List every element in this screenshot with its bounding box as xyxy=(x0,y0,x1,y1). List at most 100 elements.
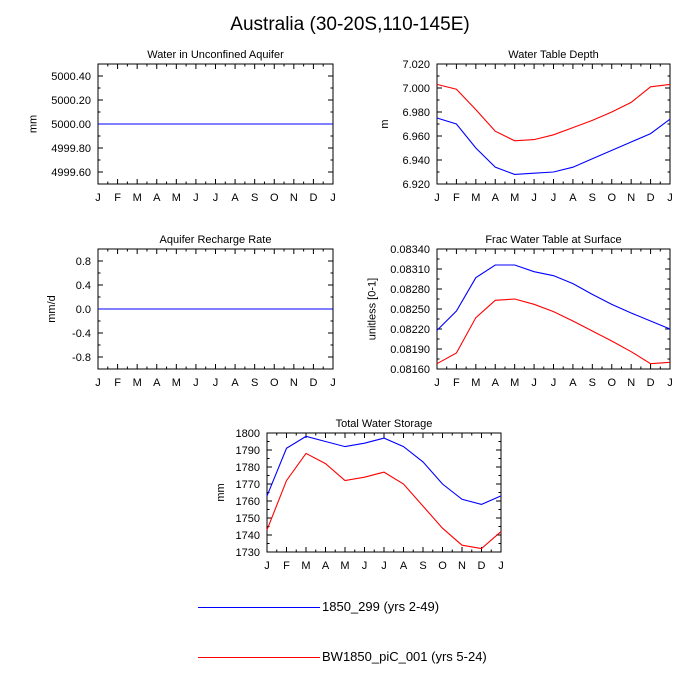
x-tick-label: O xyxy=(607,192,616,204)
y-tick-label: 1760 xyxy=(236,496,260,508)
y-tick-label: 0.8 xyxy=(76,256,91,268)
x-tick-label: A xyxy=(569,192,577,204)
x-tick-label: D xyxy=(647,192,655,204)
x-tick-label: J xyxy=(667,192,673,204)
x-tick-label: J xyxy=(498,560,504,572)
x-tick-label: M xyxy=(133,192,142,204)
x-tick-label: F xyxy=(114,192,121,204)
panel-title: Water in Unconfined Aquifer xyxy=(147,49,284,61)
x-tick-label: A xyxy=(153,377,161,389)
legend-entry-2: BW1850_piC_001 (yrs 5-24) xyxy=(198,646,618,670)
x-tick-label: J xyxy=(667,377,673,389)
x-tick-label: O xyxy=(438,560,447,572)
x-tick-label: D xyxy=(309,192,317,204)
x-tick-label: S xyxy=(419,560,426,572)
y-tick-label: 1740 xyxy=(236,530,260,542)
x-tick-label: J xyxy=(551,377,557,389)
series-line-2 xyxy=(436,298,671,365)
y-tick-label: 6.920 xyxy=(402,179,430,191)
x-tick-label: J xyxy=(264,560,270,572)
legend-entry-1: 1850_299 (yrs 2-49) xyxy=(198,596,618,620)
y-tick-label: 0.08340 xyxy=(390,244,430,256)
x-tick-label: F xyxy=(114,377,121,389)
x-tick-label: A xyxy=(492,377,500,389)
y-tick-label: 7.020 xyxy=(402,59,430,71)
y-tick-label: 0.4 xyxy=(76,280,91,292)
legend-swatch-2 xyxy=(198,657,320,658)
y-tick-label: 0.08250 xyxy=(390,304,430,316)
y-tick-label: 0.08160 xyxy=(390,364,430,376)
x-tick-label: J xyxy=(330,192,336,204)
series-line-2 xyxy=(436,83,671,142)
x-tick-label: F xyxy=(453,192,460,204)
y-tick-label: 4999.80 xyxy=(51,143,91,155)
x-tick-label: N xyxy=(458,560,466,572)
x-tick-label: A xyxy=(492,192,500,204)
panel-title: Aquifer Recharge Rate xyxy=(160,234,272,246)
y-tick-label: 6.980 xyxy=(402,107,430,119)
y-tick-label: 1770 xyxy=(236,479,260,491)
x-tick-label: J xyxy=(95,192,101,204)
y-axis-label: mm xyxy=(28,115,40,133)
legend-swatch-1 xyxy=(198,607,320,608)
plot-frame xyxy=(266,432,502,553)
figure-title: Australia (30-20S,110-145E) xyxy=(230,14,469,35)
y-axis-label: mm/d xyxy=(46,295,58,323)
y-tick-label: 1780 xyxy=(236,462,260,474)
x-tick-label: S xyxy=(251,377,258,389)
y-axis-label: unitless [0-1] xyxy=(367,278,379,340)
x-tick-label: O xyxy=(270,377,279,389)
x-tick-label: N xyxy=(627,192,635,204)
panel-title: Frac Water Table at Surface xyxy=(485,234,621,246)
x-tick-label: J xyxy=(330,377,336,389)
series-line-1 xyxy=(436,117,671,175)
legend-label-1: 1850_299 (yrs 2-49) xyxy=(322,599,440,614)
x-tick-label: J xyxy=(213,377,219,389)
legend-label-2: BW1850_piC_001 (yrs 5-24) xyxy=(322,649,487,664)
y-tick-label: 5000.40 xyxy=(51,71,91,83)
y-tick-label: 0.08220 xyxy=(390,324,430,336)
x-tick-label: S xyxy=(589,192,596,204)
x-tick-label: O xyxy=(607,377,616,389)
series-line-1 xyxy=(436,264,671,331)
x-tick-label: S xyxy=(251,192,258,204)
x-tick-label: J xyxy=(531,377,537,389)
y-tick-label: 5000.20 xyxy=(51,95,91,107)
y-tick-label: 1750 xyxy=(236,513,260,525)
x-tick-label: S xyxy=(589,377,596,389)
y-axis-label: m xyxy=(379,119,391,128)
y-tick-label: 7.000 xyxy=(402,83,430,95)
x-tick-label: J xyxy=(193,377,199,389)
x-tick-label: M xyxy=(510,377,519,389)
y-tick-label: 0.0 xyxy=(76,304,91,316)
x-tick-label: N xyxy=(290,192,298,204)
y-tick-label: 1730 xyxy=(236,547,260,559)
x-tick-label: A xyxy=(231,192,239,204)
series-line-2 xyxy=(266,452,502,550)
y-tick-label: -0.8 xyxy=(72,352,91,364)
x-tick-label: M xyxy=(340,560,349,572)
panel-title: Water Table Depth xyxy=(508,49,599,61)
y-tick-label: 6.960 xyxy=(402,131,430,143)
plot-frame xyxy=(436,248,671,370)
x-tick-label: M xyxy=(172,192,181,204)
x-tick-label: J xyxy=(551,192,557,204)
x-tick-label: M xyxy=(510,192,519,204)
x-tick-label: A xyxy=(569,377,577,389)
y-tick-label: 4999.60 xyxy=(51,167,91,179)
panel-title: Total Water Storage xyxy=(336,418,433,430)
x-tick-label: J xyxy=(434,377,440,389)
y-axis-label: mm xyxy=(215,483,227,501)
y-tick-label: 1790 xyxy=(236,445,260,457)
x-tick-label: A xyxy=(231,377,239,389)
x-tick-label: M xyxy=(172,377,181,389)
y-tick-label: 1800 xyxy=(236,428,260,440)
x-tick-label: N xyxy=(627,377,635,389)
x-tick-label: M xyxy=(133,377,142,389)
y-tick-label: 5000.00 xyxy=(51,119,91,131)
x-tick-label: J xyxy=(95,377,101,389)
